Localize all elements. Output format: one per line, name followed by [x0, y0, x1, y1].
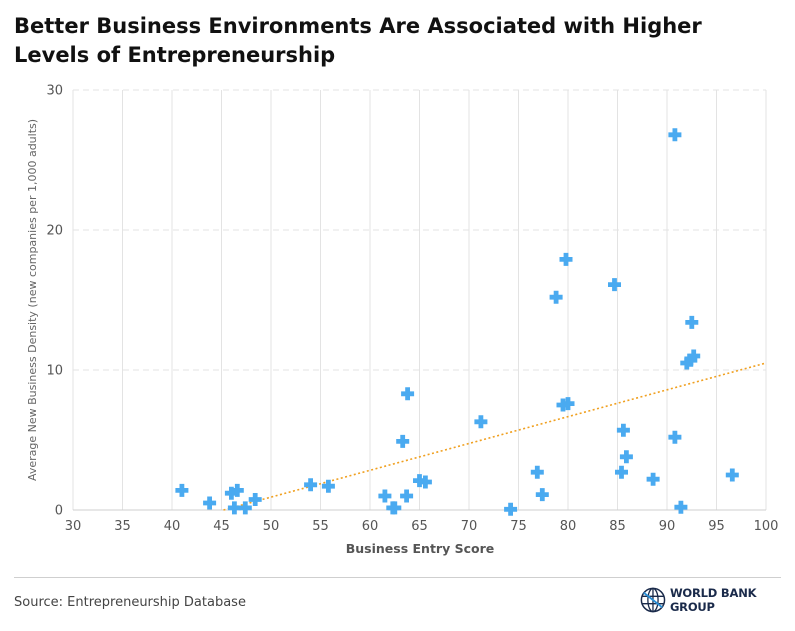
data-point[interactable] [646, 472, 660, 486]
data-point[interactable] [616, 423, 630, 437]
x-tick-label: 50 [263, 519, 280, 534]
data-point[interactable] [230, 483, 244, 497]
chart-title: Better Business Environments Are Associa… [14, 14, 702, 67]
x-tick-label: 75 [510, 519, 527, 534]
trendline-layer [223, 362, 767, 511]
data-point[interactable] [378, 489, 392, 503]
x-tick-label: 55 [312, 519, 329, 534]
data-point[interactable] [668, 128, 682, 142]
y-axis-tick-labels: 0 10 20 30 [46, 84, 63, 519]
x-tick-label: 70 [461, 519, 478, 534]
x-tick-label: 45 [213, 519, 230, 534]
data-point[interactable] [535, 488, 549, 502]
x-tick-label: 85 [609, 519, 626, 534]
trendline [223, 362, 767, 511]
data-point[interactable] [248, 493, 262, 506]
globe-icon [640, 587, 666, 613]
x-tick-label: 35 [114, 519, 131, 534]
x-axis-label: Business Entry Score [346, 541, 494, 556]
grid-lines [72, 89, 767, 511]
y-tick-label: 0 [55, 504, 63, 519]
data-point[interactable] [530, 465, 544, 479]
data-point[interactable] [304, 478, 318, 492]
data-point[interactable] [668, 430, 682, 444]
data-point[interactable] [401, 387, 415, 401]
data-point[interactable] [608, 278, 621, 292]
x-tick-label: 30 [65, 519, 82, 534]
data-point[interactable] [396, 434, 410, 448]
x-tick-label: 40 [164, 519, 181, 534]
world-bank-logo[interactable]: WORLD BANK GROUP [640, 586, 795, 614]
data-point[interactable] [224, 486, 238, 500]
data-point[interactable] [687, 349, 701, 363]
x-tick-label: 90 [659, 519, 676, 534]
data-point[interactable] [685, 315, 699, 329]
data-point[interactable] [684, 353, 698, 367]
y-axis-label: Average New Business Density (new compan… [26, 119, 39, 481]
data-point[interactable] [674, 500, 688, 514]
logo-wordmark: WORLD BANK GROUP [669, 586, 757, 614]
data-points [175, 128, 739, 516]
data-point[interactable] [388, 501, 402, 515]
y-tick-label: 10 [46, 364, 63, 379]
data-point[interactable] [680, 356, 694, 370]
data-point[interactable] [474, 415, 488, 429]
data-point[interactable] [619, 450, 633, 464]
y-tick-label: 30 [46, 84, 63, 99]
scatter-chart: 30 35 40 45 50 55 60 65 70 75 80 85 90 95 100 0 10 20 30 … [26, 84, 779, 557]
x-tick-label: 65 [411, 519, 428, 534]
data-point[interactable] [400, 489, 414, 503]
data-point[interactable] [418, 475, 432, 489]
data-point[interactable] [238, 501, 252, 515]
data-point[interactable] [559, 252, 573, 266]
source-note: Source: Entrepreneurship Database [14, 595, 246, 610]
data-point[interactable] [504, 502, 518, 516]
data-point[interactable] [321, 479, 335, 493]
y-tick-label: 20 [46, 224, 63, 239]
data-point[interactable] [203, 496, 217, 510]
data-point[interactable] [227, 501, 241, 515]
x-tick-label: 60 [362, 519, 379, 534]
data-point[interactable] [725, 468, 739, 482]
data-point[interactable] [561, 397, 575, 411]
data-point[interactable] [175, 483, 189, 497]
footer-divider [14, 577, 781, 578]
x-tick-label: 95 [708, 519, 725, 534]
data-point[interactable] [615, 465, 628, 479]
x-axis-tick-labels: 30 35 40 45 50 55 60 65 70 75 80 85 90 95 100 [65, 519, 779, 534]
data-point[interactable] [549, 290, 563, 304]
x-tick-label: 100 [754, 519, 779, 534]
x-tick-label: 80 [560, 519, 577, 534]
